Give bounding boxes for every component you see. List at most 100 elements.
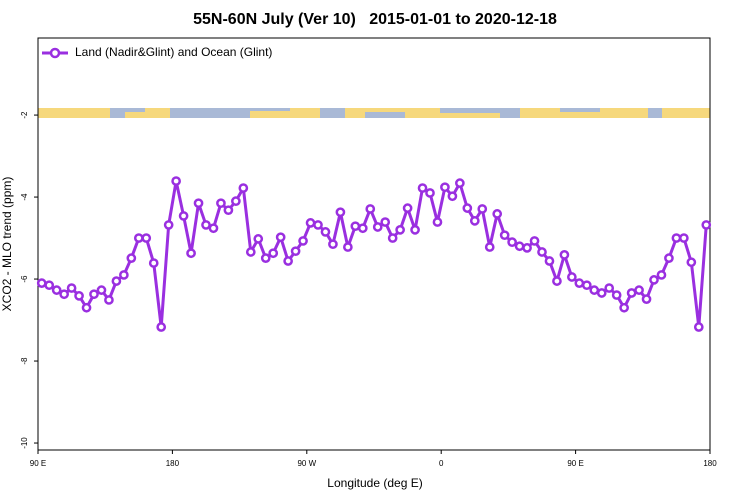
x-tick-label: 90 W: [297, 459, 316, 468]
data-point: [469, 215, 480, 226]
data-point: [417, 183, 428, 193]
y-axis-label: XCO2 - MLO trend (ppm): [0, 177, 14, 312]
data-point: [350, 221, 361, 232]
data-point: [44, 280, 55, 291]
data-point: [260, 253, 271, 263]
data-point: [365, 204, 376, 214]
x-axis-label: Longitude (deg E): [327, 476, 422, 490]
data-point: [66, 283, 77, 293]
data-point: [686, 257, 697, 268]
data-point: [343, 242, 353, 252]
data-point: [275, 232, 286, 243]
data-point: [410, 225, 420, 235]
data-point: [298, 236, 308, 246]
data-point: [328, 239, 338, 250]
data-point: [119, 270, 129, 280]
data-point: [51, 285, 62, 295]
x-tick-label: 180: [703, 459, 717, 468]
x-tick-label: 0: [439, 459, 444, 468]
data-point: [514, 241, 525, 252]
data-point: [81, 302, 92, 313]
data-point: [268, 248, 279, 259]
legend-marker: [49, 47, 61, 59]
data-point: [141, 233, 152, 243]
data-point: [574, 278, 585, 289]
data-point: [193, 198, 204, 209]
data-point: [671, 233, 682, 243]
plot-frame: [37, 37, 711, 451]
data-point: [425, 188, 435, 198]
data-point: [231, 196, 241, 207]
data-point: [372, 222, 383, 232]
data-point: [499, 230, 510, 241]
data-point: [522, 243, 532, 253]
data-point: [223, 205, 234, 216]
data-point: [604, 283, 615, 293]
y-tick-label: -6: [20, 275, 29, 283]
data-point: [96, 285, 107, 295]
data-point: [634, 285, 644, 295]
data-point: [537, 247, 547, 257]
y-tick-label: -2: [20, 111, 29, 119]
x-tick-label: 90 E: [30, 459, 46, 468]
data-point: [664, 253, 674, 263]
data-point: [693, 322, 704, 332]
data-point: [74, 291, 84, 301]
y-tick-label: -4: [20, 193, 29, 201]
y-tick-label: -10: [20, 437, 29, 449]
data-point: [216, 198, 226, 209]
data-point: [440, 182, 450, 193]
data-point: [462, 203, 473, 213]
data-point: [484, 242, 495, 252]
data-point: [335, 207, 346, 218]
data-point: [432, 217, 443, 227]
x-tick-label: 180: [166, 459, 180, 468]
data-point: [552, 276, 562, 286]
x-tick-label: 90 E: [567, 459, 583, 468]
data-point: [596, 288, 607, 298]
data-point: [387, 233, 398, 243]
data-point: [626, 288, 637, 298]
data-point: [589, 285, 600, 295]
data-point: [178, 211, 189, 221]
data-point: [126, 253, 137, 263]
data-point: [133, 233, 144, 243]
legend: Land (Nadir&Glint) and Ocean (Glint): [42, 45, 272, 59]
data-point: [649, 275, 659, 285]
data-point: [447, 191, 458, 202]
data-point: [111, 276, 122, 286]
data-point: [305, 218, 316, 228]
data-point: [36, 278, 47, 289]
data-point: [529, 236, 540, 246]
data-point: [581, 280, 592, 291]
data-point: [619, 302, 629, 313]
data-point: [283, 256, 293, 266]
data-point: [507, 237, 517, 248]
data-point: [492, 209, 503, 219]
legend-label: Land (Nadir&Glint) and Ocean (Glint): [75, 45, 272, 59]
map-strip: [38, 108, 710, 118]
data-point: [402, 203, 413, 213]
data-point: [313, 220, 323, 230]
data-point: [290, 246, 301, 257]
data-point: [679, 233, 689, 243]
data-point: [245, 247, 256, 257]
data-point: [455, 178, 465, 188]
data-point: [163, 220, 174, 230]
data-point: [148, 258, 159, 268]
data-point: [357, 223, 368, 234]
data-point: [171, 176, 181, 186]
data-point: [186, 248, 196, 259]
chart-title: 55N-60N July (Ver 10) 2015-01-01 to 2020…: [193, 11, 557, 28]
data-point: [701, 220, 712, 230]
data-point: [253, 234, 264, 244]
data-point: [567, 272, 577, 282]
data-point: [544, 256, 555, 266]
data-point: [477, 204, 488, 214]
data-point: [201, 220, 211, 230]
data-point: [59, 289, 69, 300]
data-point: [656, 270, 667, 280]
data-point: [320, 227, 331, 237]
